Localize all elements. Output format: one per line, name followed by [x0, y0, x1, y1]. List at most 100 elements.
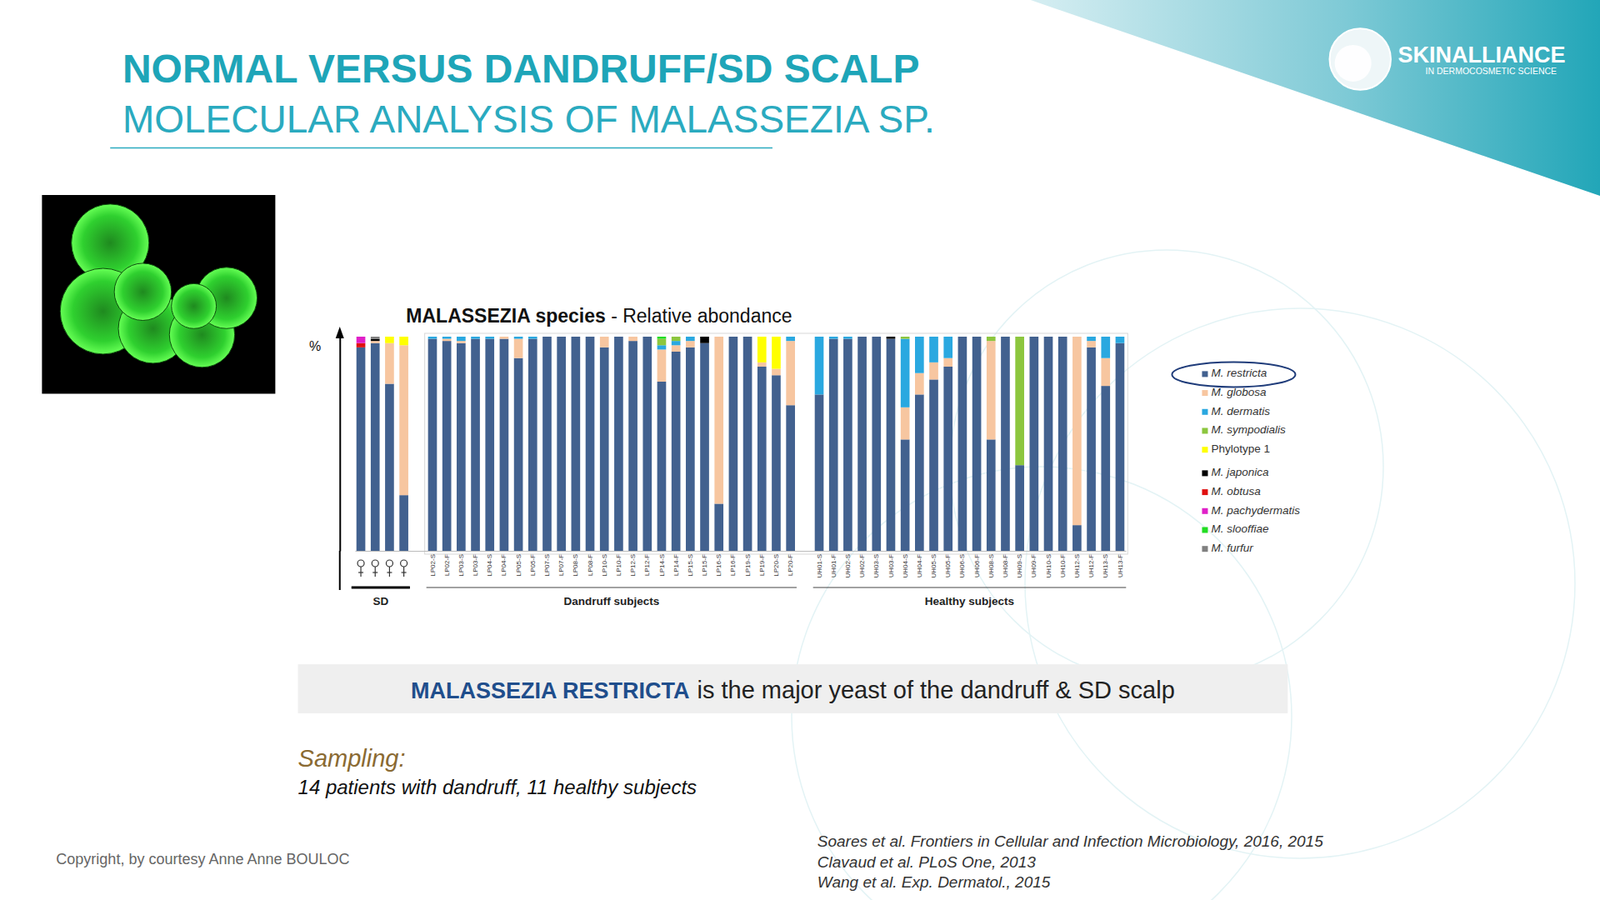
bar-segment [1030, 336, 1040, 338]
bar-segment [628, 336, 638, 338]
bar-segment [700, 336, 710, 338]
bar-segment [1015, 336, 1025, 338]
bar-segment [1086, 336, 1096, 338]
legend-swatch [1201, 427, 1208, 434]
series-5 [370, 336, 895, 344]
sex-icon-stem [403, 566, 405, 577]
bar-segment [785, 336, 795, 341]
bar-segment [871, 336, 881, 338]
bar-segment [356, 336, 366, 338]
bar-segment [600, 336, 610, 338]
bar-segment [500, 336, 510, 338]
sex-icon-bar [358, 571, 364, 573]
bar-segment [585, 336, 595, 338]
legend-label: M. restricta [1210, 366, 1267, 380]
x-tick-label: LP03-S [457, 554, 465, 577]
bar-segment [986, 336, 996, 338]
bar-segment [757, 366, 767, 551]
bar-segment [1115, 336, 1125, 338]
bar-segment [829, 336, 839, 338]
bar-segment [542, 336, 552, 338]
bar-segment [829, 336, 839, 340]
x-tick: UH03-F [887, 550, 895, 578]
slide-subtitle: MOLECULAR ANALYSIS OF MALASSEZIA SP. [122, 97, 935, 141]
bar-segment [986, 336, 996, 338]
bars [356, 336, 1125, 551]
x-tick-label: LP19-F [758, 554, 766, 576]
bar-segment [470, 336, 480, 338]
x-tick-label: UH12-S [1073, 554, 1081, 578]
x-tick: LP05-F [529, 550, 537, 576]
sex-icon-ring [371, 560, 379, 567]
sex-icon-bar [401, 571, 407, 573]
x-tick: UH12-S [1073, 550, 1081, 578]
bar-segment [1086, 336, 1096, 338]
yeast-cell [171, 283, 217, 329]
bar-segment [600, 336, 610, 338]
bar-segment [943, 336, 953, 338]
bar-segment [857, 336, 867, 551]
bar-segment [929, 336, 939, 338]
bar-segment [886, 336, 896, 340]
bar-segment [514, 336, 524, 338]
sampling-text: 14 patients with dandruff, 11 healthy su… [298, 775, 698, 799]
bar-segment [500, 336, 510, 338]
bar-segment [986, 336, 996, 338]
bar-segment [585, 336, 595, 338]
bar-segment [1072, 336, 1082, 338]
slide-title: NORMAL VERSUS DANDRUFF/SD SCALP [122, 46, 920, 91]
bar-segment [428, 336, 438, 338]
bar-segment [757, 362, 767, 367]
bar-segment [470, 336, 480, 338]
bar-segment [514, 336, 524, 338]
bar-segment [1086, 336, 1096, 338]
bar-segment [771, 336, 781, 338]
bar-segment [671, 336, 681, 338]
bar-segment [542, 336, 552, 551]
bar-segment [1086, 347, 1096, 551]
bar-segment [614, 336, 624, 551]
bar-segment [628, 336, 638, 338]
x-tick-label: LP04-S [485, 554, 494, 577]
bar-segment [757, 336, 767, 338]
group-label: Dandruff subjects [563, 595, 660, 608]
legend-label: M. globosa [1210, 385, 1267, 399]
bar-segment [958, 336, 968, 338]
bar-segment [871, 336, 881, 338]
bar-segment [757, 336, 767, 363]
sex-icon-bar [372, 571, 378, 573]
bar-segment [1072, 336, 1082, 338]
bar-segment [500, 336, 510, 340]
bar-segment [1115, 336, 1125, 338]
x-tick-label: UH13-F [1116, 554, 1125, 578]
bar-segment [614, 336, 624, 338]
bar-segment [829, 339, 839, 551]
bar-segment [542, 336, 552, 338]
sex-icon-ring [357, 560, 365, 567]
y-axis-extension [339, 550, 341, 590]
bar-segment [356, 347, 366, 551]
bar-segment [943, 336, 953, 338]
bar-segment [385, 343, 395, 385]
bar-segment [628, 336, 638, 338]
bar-segment [1044, 336, 1054, 338]
bar-segment [456, 336, 466, 338]
bar-segment [485, 336, 495, 338]
bar-segment [657, 345, 667, 350]
x-tick: LP07-F [557, 550, 565, 576]
bar-segment [1044, 336, 1054, 338]
bar-segment [671, 336, 681, 338]
logo-pearl [1335, 45, 1372, 82]
bar-segment [958, 336, 968, 338]
bar-segment [886, 339, 896, 551]
x-tick-label: LP08-F [586, 554, 595, 576]
bar-segment [585, 336, 595, 338]
bar-segment [642, 336, 652, 338]
bar-segment [1086, 336, 1096, 338]
bar-segment [958, 336, 968, 338]
x-tick-label: UH09-S [1015, 554, 1024, 578]
bar-segment [729, 336, 739, 338]
bar-segment [600, 336, 610, 338]
bar-segment [785, 336, 795, 338]
bar-segment [585, 336, 595, 338]
